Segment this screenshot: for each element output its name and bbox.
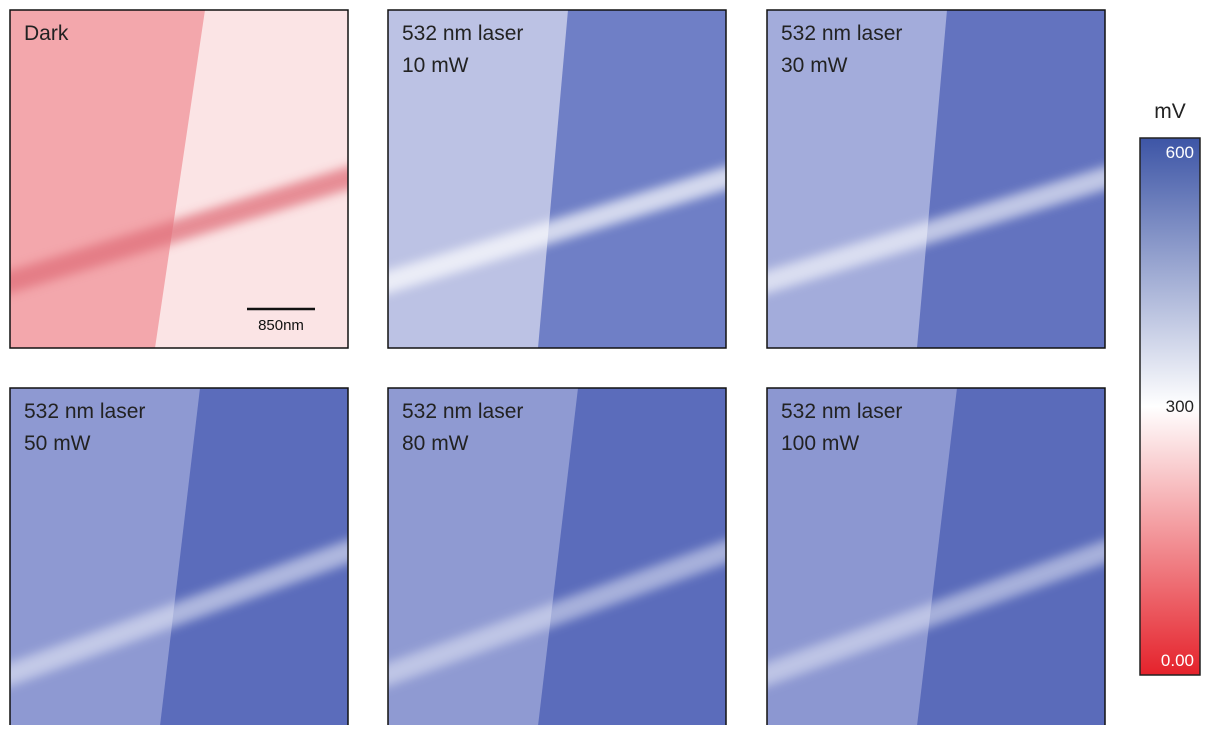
panel-label: Dark	[24, 22, 69, 45]
panel-label: 532 nm laser	[402, 22, 523, 45]
figure: Dark 850nm 532 nm laser 10 mW 532 nm laser 30…	[0, 0, 1211, 725]
panel-label: 532 nm laser	[24, 400, 145, 423]
colorbar-tick: 600	[1166, 143, 1194, 162]
panel-label: 532 nm laser	[781, 22, 902, 45]
image-panel: 532 nm laser 80 mW	[378, 388, 736, 725]
panel-label: 10 mW	[402, 54, 469, 77]
scale-bar-label: 850nm	[258, 317, 304, 334]
panel-label: 30 mW	[781, 54, 848, 77]
colorbar-tick: 300	[1166, 397, 1194, 416]
panel-label: 80 mW	[402, 432, 469, 455]
image-panel: 532 nm laser 30 mW	[757, 10, 1115, 348]
image-panel: 532 nm laser 50 mW	[0, 388, 358, 725]
panel-label: 100 mW	[781, 432, 859, 455]
image	[0, 10, 358, 348]
colorbar-unit: mV	[1154, 100, 1186, 123]
image-panel: 532 nm laser 10 mW	[378, 10, 736, 348]
panel-label: 532 nm laser	[781, 400, 902, 423]
page: Dark 850nm 532 nm laser 10 mW 532 nm laser 30…	[0, 0, 1211, 725]
image-panel: 532 nm laser 100 mW	[757, 388, 1115, 725]
image-panel: Dark 850nm	[0, 10, 358, 348]
panel-label: 532 nm laser	[402, 400, 523, 423]
panel-label: 50 mW	[24, 432, 91, 455]
panels: Dark 850nm 532 nm laser 10 mW 532 nm laser 30…	[0, 10, 1115, 725]
colorbar-tick: 0.00	[1161, 651, 1194, 670]
